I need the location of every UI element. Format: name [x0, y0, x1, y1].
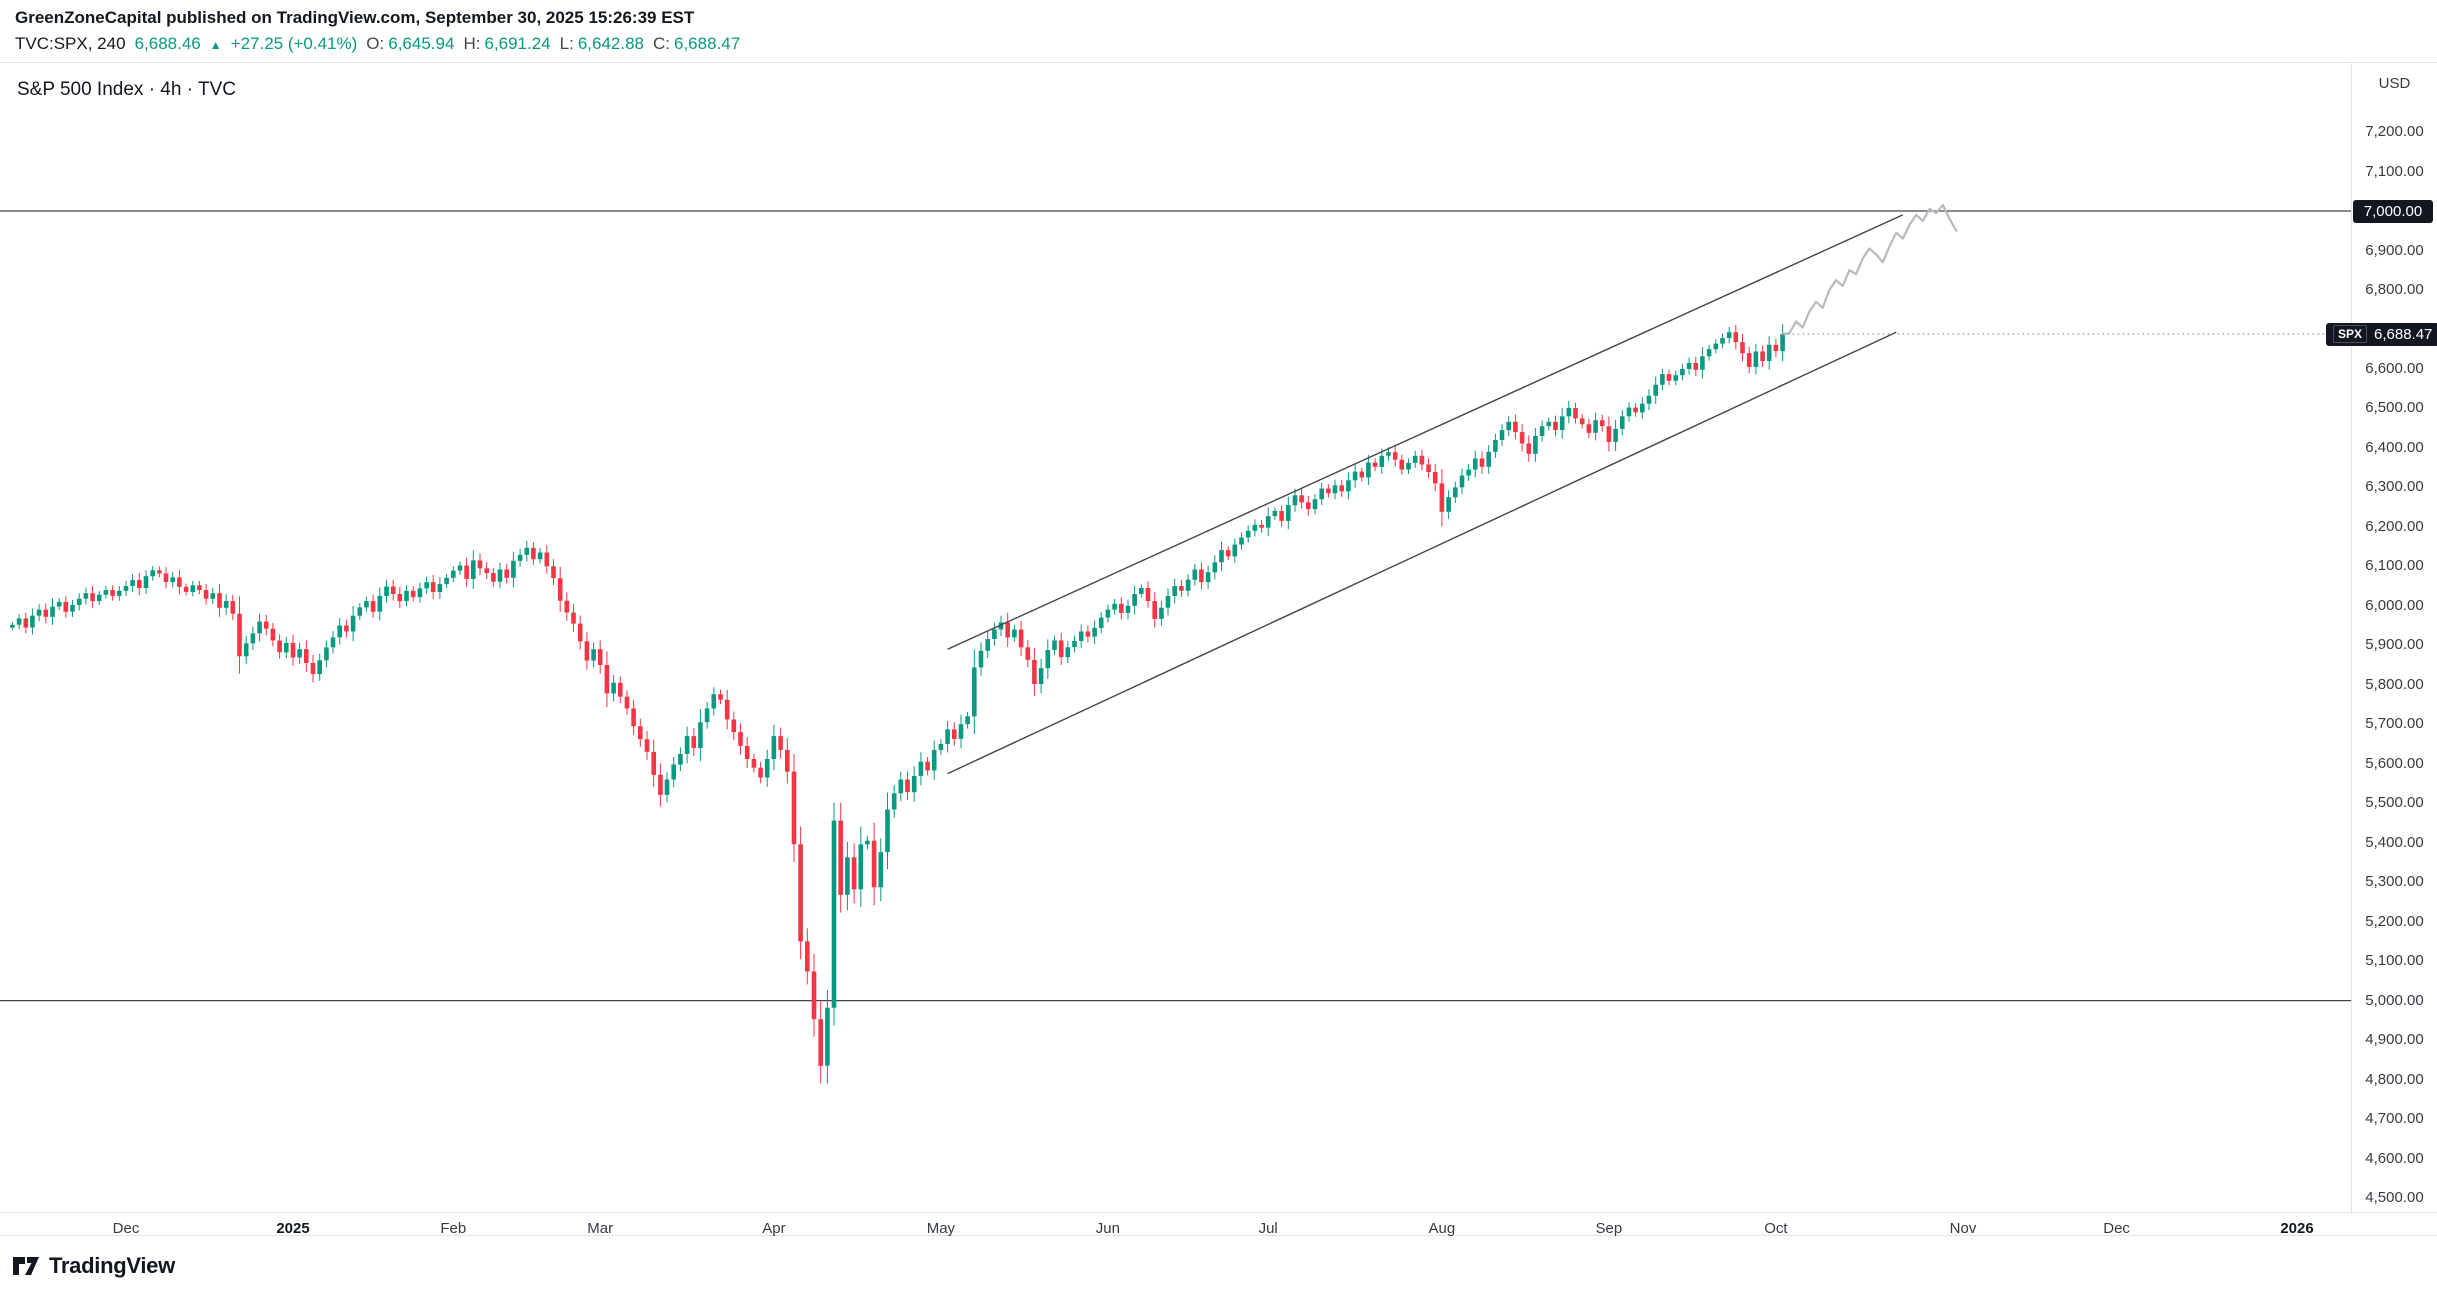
price-axis-label: 6,200.00 — [2365, 517, 2424, 535]
price-axis-label: 6,500.00 — [2365, 399, 2424, 417]
price-change: +27.25 (+0.41%) — [230, 34, 358, 53]
close-label: C: — [653, 34, 670, 53]
last-price-value: 6,688.46 — [134, 34, 201, 53]
up-arrow-icon: ▲ — [209, 38, 222, 52]
price-level-badge: 7,000.00 — [2353, 199, 2433, 223]
price-axis-label: 6,100.00 — [2365, 557, 2424, 575]
publish-info: published on TradingView.com, September … — [161, 8, 695, 27]
time-axis-label: 2025 — [276, 1220, 310, 1237]
projection-line[interactable] — [1781, 204, 1958, 336]
price-axis-label: 5,400.00 — [2365, 833, 2424, 851]
currency-label: USD — [2378, 75, 2411, 92]
low-value: 6,642.88 — [577, 34, 644, 53]
time-axis-label: Feb — [440, 1220, 467, 1237]
price-axis-label: 6,800.00 — [2365, 281, 2424, 298]
high-value: 6,691.24 — [484, 34, 551, 53]
price-axis-label: 7,100.00 — [2365, 162, 2424, 180]
price-axis-label: 5,800.00 — [2365, 675, 2424, 693]
price-axis-label: 6,900.00 — [2365, 241, 2424, 259]
channel-trendline[interactable] — [947, 331, 1897, 775]
time-axis-label: Nov — [1949, 1220, 1977, 1237]
price-axis-label: 5,500.00 — [2365, 794, 2424, 812]
footer: TradingView — [13, 1246, 175, 1286]
price-axis-label: 6,300.00 — [2365, 478, 2424, 496]
time-axis-label: Mar — [587, 1220, 614, 1237]
last-price-badge: SPX 6,688.47 — [2326, 322, 2437, 346]
price-chart-canvas[interactable] — [0, 63, 2351, 1237]
symbol-chip: SPX — [2333, 325, 2368, 343]
open-value: 6,645.94 — [388, 34, 455, 53]
price-axis-label: 5,300.00 — [2365, 873, 2424, 891]
price-axis-label: 4,500.00 — [2365, 1189, 2424, 1206]
last-price-badge-value: 6,688.47 — [2374, 325, 2433, 343]
time-axis-label: Jun — [1095, 1220, 1120, 1237]
time-axis-label: Apr — [762, 1220, 786, 1237]
low-label: L: — [559, 34, 574, 53]
symbol-interval: TVC:SPX, 240 — [15, 34, 126, 53]
price-axis-label: 6,000.00 — [2365, 596, 2424, 614]
time-axis-label: Dec — [112, 1220, 140, 1237]
price-axis-label: 6,400.00 — [2365, 438, 2424, 456]
publish-line: GreenZoneCapital published on TradingVie… — [15, 8, 740, 28]
price-axis-label: 5,100.00 — [2365, 952, 2424, 970]
price-axis-label: 4,700.00 — [2365, 1110, 2424, 1127]
price-axis-label: 5,900.00 — [2365, 636, 2424, 654]
time-axis-label: May — [926, 1220, 956, 1237]
price-axis-label: 5,200.00 — [2365, 912, 2424, 930]
tradingview-brand[interactable]: TradingView — [49, 1253, 175, 1278]
price-axis-label: 5,600.00 — [2365, 754, 2424, 772]
time-axis-separator — [0, 1212, 2437, 1213]
time-axis-label: 2026 — [2280, 1220, 2314, 1237]
price-axis-label: 7,200.00 — [2365, 123, 2424, 140]
open-label: O: — [366, 34, 385, 53]
price-axis-label: 4,600.00 — [2365, 1149, 2424, 1167]
price-axis-label: 4,800.00 — [2365, 1070, 2424, 1088]
chart-area: S&P 500 Index · 4h · TVC USD 7,200.00 7,1… — [0, 62, 2437, 1237]
time-axis-label: Dec — [2103, 1220, 2130, 1237]
price-axis-label: 5,000.00 — [2365, 991, 2424, 1009]
chart-legend-title[interactable]: S&P 500 Index · 4h · TVC — [17, 79, 236, 100]
tradingview-logo-icon[interactable] — [13, 1255, 40, 1277]
price-axis[interactable]: USD 7,200.00 7,100.00 6,900.00 6,800.00 6,60… — [2351, 63, 2437, 1212]
close-value: 6,688.47 — [674, 34, 741, 53]
high-label: H: — [463, 34, 481, 53]
price-axis-label: 4,900.00 — [2365, 1031, 2424, 1049]
symbol-ohlc-line: TVC:SPX, 240 6,688.46 ▲ +27.25 (+0.41%) … — [15, 34, 740, 54]
channel-trendline[interactable] — [947, 214, 1904, 650]
publish-header: GreenZoneCapital published on TradingVie… — [15, 8, 740, 54]
time-axis-label: Jul — [1258, 1220, 1278, 1237]
publisher-name: GreenZoneCapital — [15, 8, 162, 27]
time-axis-label: Sep — [1595, 1220, 1623, 1237]
time-axis-label: Aug — [1428, 1220, 1456, 1237]
candlestick-series — [10, 324, 1785, 1084]
time-axis-label: Oct — [1764, 1220, 1788, 1237]
price-axis-label: 5,700.00 — [2365, 715, 2424, 733]
price-axis-label: 6,600.00 — [2365, 359, 2424, 377]
